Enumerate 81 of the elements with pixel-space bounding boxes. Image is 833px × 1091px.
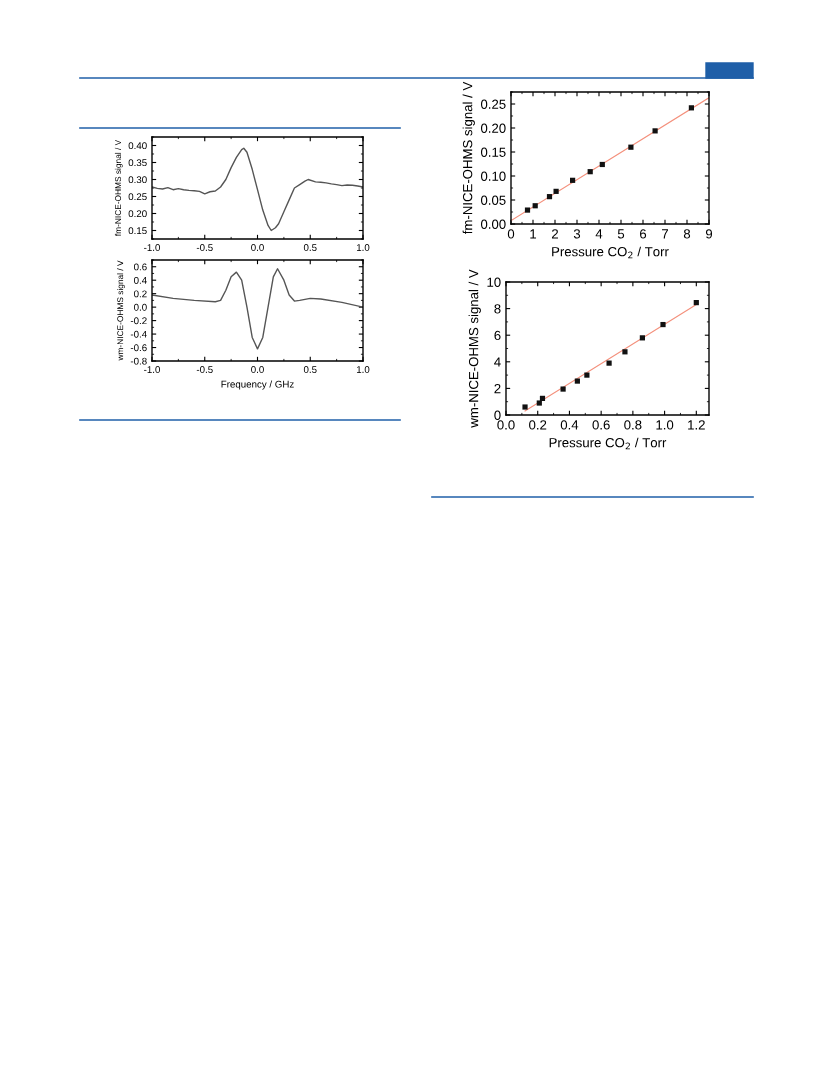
x-tick-label: 0.5 <box>303 366 317 373</box>
point <box>584 372 590 378</box>
x-axis-title: Pressure CO$_{2}$ / Torr <box>552 246 669 259</box>
y-axis-title: fm-NICE-OHMS signal / V <box>114 139 123 237</box>
y-tick-label: 0 <box>494 410 501 420</box>
y-tick-label: 2 <box>494 383 501 394</box>
point <box>622 349 628 355</box>
y-tick-label: 0.10 <box>480 171 506 181</box>
line-series <box>152 147 363 232</box>
point <box>536 400 542 406</box>
y-tick-label: 0.05 <box>480 195 506 205</box>
point <box>660 321 666 328</box>
point <box>639 335 645 341</box>
x-tick-label: -1.0 <box>144 366 160 373</box>
x-tick-label: 7 <box>662 229 669 239</box>
x-tick-label: -1.0 <box>144 244 160 251</box>
y-tick-label: 8 <box>494 304 501 314</box>
x-tick-label: 9 <box>705 229 713 239</box>
y-tick-label: 0.15 <box>480 147 506 157</box>
y-axis-title: wm-NICE-OHMS signal / V <box>468 269 481 428</box>
x-tick-label: 0 <box>507 229 515 239</box>
point <box>688 105 694 111</box>
y-tick-label: 10 <box>487 277 501 287</box>
y-tick-label: 0.35 <box>128 159 147 167</box>
point <box>553 188 559 194</box>
point <box>574 378 580 384</box>
y-tick-label: 0.2 <box>134 290 147 298</box>
x-tick-label: 3 <box>573 229 581 239</box>
line-series <box>152 268 363 350</box>
x-tick-label: 0.5 <box>303 244 317 251</box>
y-tick-label: 0.20 <box>480 123 506 133</box>
x-tick-label: 0.0 <box>251 366 264 373</box>
y-axis-title: wm-NICE-OHMS signal / V <box>117 260 125 361</box>
x-axis-title: Frequency / GHz <box>221 380 294 390</box>
x-tick-label: 6 <box>640 229 647 239</box>
x-tick-label: -0.5 <box>196 244 213 251</box>
point <box>539 395 546 401</box>
x-tick-label: 4 <box>595 229 603 239</box>
y-tick-label: 6 <box>494 330 501 341</box>
y-tick-label: -0.4 <box>130 330 147 338</box>
x-axis-title: Pressure CO$_{2}$ / Torr <box>549 437 667 450</box>
y-tick-label: 0.25 <box>128 193 147 201</box>
point <box>606 360 612 366</box>
y-tick-label: 0.30 <box>128 176 147 184</box>
x-tick-label: 1 <box>530 229 537 239</box>
y-axis-title: fm-NICE-OHMS signal / V <box>462 81 475 235</box>
x-tick-label: 2 <box>552 229 559 239</box>
point <box>587 169 593 175</box>
point <box>570 177 576 183</box>
y-tick-label: 0.0 <box>134 303 147 311</box>
point <box>524 207 531 213</box>
y-tick-label: 0.6 <box>134 263 147 271</box>
point <box>599 161 605 168</box>
y-tick-label: 0.4 <box>134 276 147 284</box>
y-tick-label: 0.20 <box>128 210 147 218</box>
point <box>532 203 538 209</box>
x-tick-label: 0.2 <box>529 420 547 430</box>
point <box>546 194 553 200</box>
x-tick-label: 1.0 <box>356 366 370 373</box>
y-tick-label: -0.2 <box>130 317 147 325</box>
point <box>560 386 566 392</box>
point <box>652 128 658 134</box>
x-tick-label: 1.0 <box>656 420 674 430</box>
y-tick-label: -0.6 <box>130 344 147 352</box>
x-tick-label: -0.5 <box>196 366 213 373</box>
point <box>522 404 528 410</box>
x-tick-label: 1.2 <box>688 420 705 430</box>
y-tick-label: 0.40 <box>128 142 147 150</box>
x-tick-label: 0.8 <box>624 420 642 430</box>
x-tick-label: 5 <box>617 229 625 239</box>
x-tick-label: 0.4 <box>560 420 579 430</box>
y-tick-label: 0.00 <box>480 219 506 229</box>
point <box>628 144 634 150</box>
x-tick-label: 1.0 <box>356 244 370 251</box>
x-tick-label: 0.6 <box>592 420 610 430</box>
x-tick-label: 8 <box>683 229 691 239</box>
point <box>693 300 699 306</box>
x-tick-label: 0.0 <box>251 244 264 251</box>
y-tick-label: 0.25 <box>480 99 506 109</box>
y-tick-label: -0.8 <box>130 357 147 365</box>
y-tick-label: 0.15 <box>128 227 147 235</box>
